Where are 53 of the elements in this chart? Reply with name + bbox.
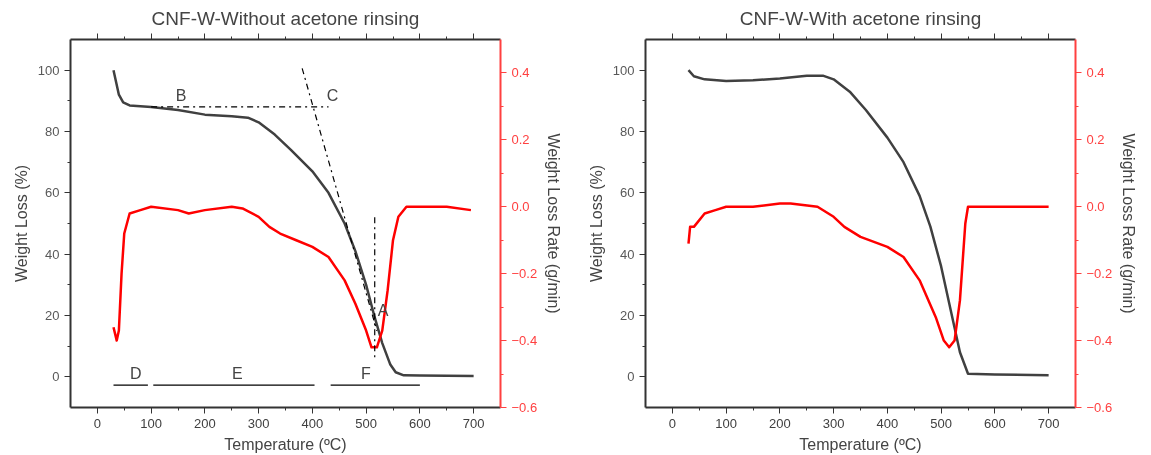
y-tick-label: 0	[627, 369, 635, 385]
x-tick-label: 100	[715, 415, 737, 431]
y2-tick-label: −0.6	[511, 400, 538, 415]
y2-tick-label: 0.0	[511, 199, 530, 215]
y-tick-label: 80	[620, 124, 635, 139]
y2-tick-label: 0.4	[1086, 65, 1105, 81]
x-tick-label: 700	[1037, 415, 1060, 431]
y2-axis-title: Weight Loss Rate (g/min)	[545, 133, 563, 314]
y-tick-label: 40	[45, 246, 60, 262]
y2-tick-label: 0.4	[511, 65, 530, 81]
x-tick-label: 700	[462, 415, 485, 431]
y2-tick-label: 0.2	[1086, 132, 1105, 148]
x-tick-label: 600	[984, 415, 1006, 431]
annotation: B	[175, 86, 187, 104]
annotation: D	[129, 365, 142, 383]
x-tick-label: 200	[769, 415, 791, 431]
y2-tick-label: −0.2	[511, 266, 538, 282]
x-tick-label: 300	[822, 415, 845, 431]
y-tick-label: 0	[52, 369, 60, 385]
y2-tick-label: −0.2	[1086, 266, 1113, 282]
x-tick-label: 0	[668, 415, 676, 431]
x-tick-label: 400	[876, 415, 899, 431]
x-tick-label: 600	[409, 415, 431, 431]
y2-tick-label: −0.4	[1086, 333, 1113, 349]
y-axis-title: Weight Loss (%)	[12, 164, 30, 283]
y-tick-label: 80	[45, 124, 60, 139]
y-tick-label: 40	[620, 246, 635, 262]
x-tick-label: 200	[194, 415, 216, 431]
x-axis-title: Temperature (ºC)	[799, 435, 922, 453]
y-tick-label: 60	[620, 185, 635, 201]
x-tick-label: 500	[930, 415, 952, 431]
y-axis-title: Weight Loss (%)	[587, 164, 605, 283]
x-tick-label: 500	[355, 415, 377, 431]
annotation: C	[326, 86, 339, 104]
y2-tick-label: 0.0	[1086, 199, 1105, 215]
annotation: E	[232, 365, 243, 383]
y-tick-label: 20	[45, 308, 60, 323]
y-tick-label: 100	[37, 62, 60, 78]
y2-tick-label: −0.4	[511, 333, 538, 349]
chart-title: CNF-W-Without acetone rinsing	[151, 7, 420, 29]
y-tick-label: 20	[620, 308, 635, 323]
y-tick-label: 60	[45, 185, 60, 201]
y2-tick-label: −0.6	[1086, 400, 1113, 415]
x-tick-label: 400	[301, 415, 324, 431]
x-tick-label: 100	[140, 415, 162, 431]
x-axis-title: Temperature (ºC)	[224, 435, 347, 453]
y2-axis-title: Weight Loss Rate (g/min)	[1120, 133, 1138, 314]
y2-tick-label: 0.2	[511, 132, 530, 148]
chart-title: CNF-W-With acetone rinsing	[739, 7, 982, 29]
annotation: F	[361, 365, 372, 383]
x-tick-label: 0	[93, 415, 101, 431]
y-tick-label: 100	[612, 62, 635, 78]
x-tick-label: 300	[247, 415, 270, 431]
